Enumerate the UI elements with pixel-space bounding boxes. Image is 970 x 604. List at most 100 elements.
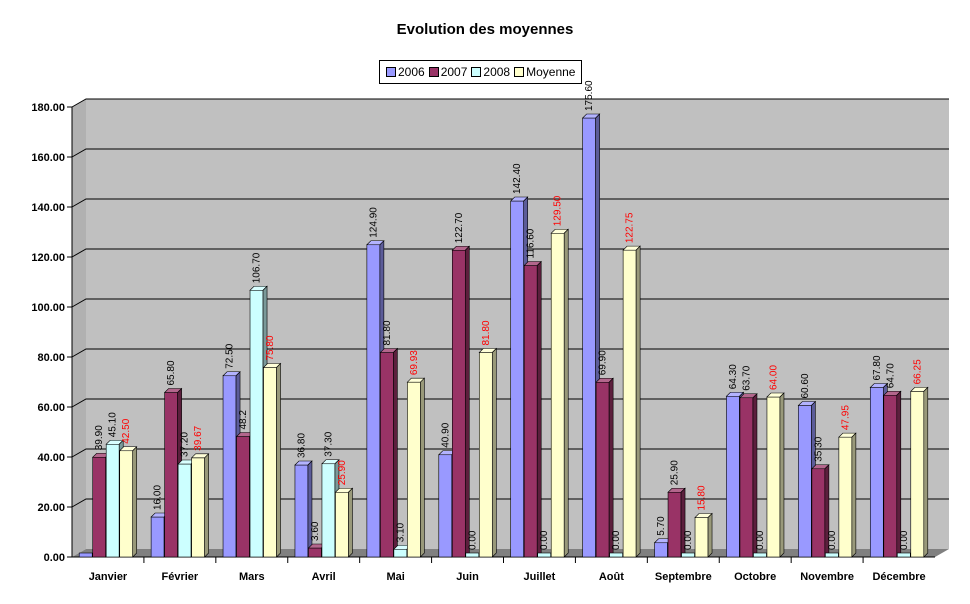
- bar-2006: [366, 244, 381, 558]
- bar-side: [491, 347, 497, 558]
- bar-2007: [380, 352, 394, 558]
- data-label: 75.80: [265, 335, 276, 360]
- bar-side: [464, 245, 470, 558]
- bar-2008: [537, 552, 552, 558]
- bar-2008: [896, 552, 911, 558]
- bar-side: [779, 392, 785, 558]
- bar-2008: [249, 289, 264, 558]
- bar-2008: [609, 552, 623, 558]
- bar-moyenne: [119, 450, 134, 558]
- bar-moyenne: [263, 367, 277, 558]
- data-label: 116.60: [526, 228, 537, 258]
- bar-2008: [393, 548, 408, 558]
- y-tick-label: 60.00: [37, 402, 65, 414]
- chart-title: Evolution des moyennes: [396, 21, 574, 38]
- data-label: 81.80: [481, 320, 492, 345]
- data-label: 64.30: [728, 364, 739, 389]
- bar-2006: [798, 405, 812, 558]
- data-label: 3.10: [395, 522, 406, 542]
- x-tick-label: Juillet: [524, 571, 556, 583]
- gridline: [71, 248, 949, 258]
- data-label: 106.70: [252, 252, 263, 283]
- gridline: [71, 298, 949, 308]
- bar-side: [851, 432, 857, 558]
- bar-2007: [92, 456, 107, 558]
- data-label: 39.90: [94, 425, 105, 450]
- bar-moyenne: [335, 491, 349, 558]
- legend-item: Moyenne: [514, 65, 575, 79]
- chart-legend: 2006 2007 2008 Moyenne: [379, 60, 583, 84]
- y-tick-label: 160.00: [31, 152, 65, 164]
- bar-moyenne: [191, 457, 205, 558]
- x-tick-label: Décembre: [872, 571, 925, 583]
- legend-label: 2008: [483, 65, 511, 79]
- data-label: 36.80: [296, 433, 307, 458]
- bar-side: [420, 377, 425, 558]
- bar-moyenne: [478, 352, 493, 558]
- bar-side: [635, 245, 641, 558]
- bar-2007: [739, 397, 754, 558]
- y-tick-label: 140.00: [31, 202, 65, 214]
- data-label: 124.90: [368, 207, 379, 238]
- legend-swatch: [428, 67, 439, 77]
- legend-label: 2007: [440, 65, 468, 79]
- x-tick-label: Août: [599, 571, 624, 583]
- bar-moyenne: [550, 232, 565, 558]
- data-label: 45.10: [108, 412, 119, 437]
- bar-moyenne: [622, 249, 637, 558]
- bar-2006: [869, 387, 884, 558]
- bar-2007: [667, 491, 682, 558]
- data-label: 64.70: [885, 363, 896, 388]
- bar-side: [348, 487, 353, 558]
- data-label: 3.60: [310, 521, 321, 541]
- bar-side: [204, 453, 209, 558]
- data-label: 63.70: [741, 365, 752, 390]
- bar-2006: [510, 200, 525, 558]
- bar-2008: [825, 552, 839, 558]
- bar-moyenne: [910, 391, 925, 558]
- bar-2006: [150, 516, 165, 558]
- data-label: 129.50: [553, 195, 564, 226]
- x-tick-label: Avril: [312, 571, 336, 583]
- data-label: 67.80: [872, 355, 883, 380]
- bar-side: [132, 446, 138, 558]
- data-label: 47.95: [840, 405, 851, 430]
- bar-side: [563, 228, 569, 558]
- legend-swatch: [471, 67, 482, 77]
- data-label: 39.67: [193, 425, 204, 450]
- data-label: 69.93: [409, 350, 420, 375]
- gridline: [71, 348, 949, 358]
- data-label: 0.00: [539, 530, 550, 550]
- data-label: 122.75: [625, 212, 636, 243]
- bar-moyenne: [694, 517, 709, 558]
- bar-2008: [465, 552, 480, 558]
- bar-2006: [654, 542, 668, 558]
- bar-side: [608, 377, 614, 558]
- gridline: [71, 98, 949, 108]
- data-label: 0.00: [755, 530, 766, 550]
- data-label: 42.50: [121, 418, 132, 443]
- data-label: 25.90: [337, 460, 348, 485]
- bar-2007: [523, 265, 538, 558]
- data-label: 16.00: [153, 485, 164, 510]
- gridline: [71, 448, 949, 458]
- data-label: 142.40: [512, 163, 523, 194]
- y-tick-label: 100.00: [31, 302, 65, 314]
- data-label: 0.00: [827, 530, 838, 550]
- bar-side: [707, 512, 713, 558]
- data-label: 0.00: [611, 530, 622, 550]
- chart-side-wall: [72, 99, 86, 557]
- x-tick-label: Novembre: [800, 571, 854, 583]
- data-label: 69.90: [598, 350, 609, 375]
- x-tick-label: Septembre: [655, 571, 712, 583]
- bar-moyenne: [407, 381, 421, 558]
- data-label: 0.00: [467, 530, 478, 550]
- data-label: 15.80: [697, 485, 708, 510]
- bar-moyenne: [838, 436, 853, 558]
- legend-item: 2006: [386, 65, 425, 79]
- data-label: 48.2: [238, 410, 249, 430]
- bar-side: [276, 362, 281, 558]
- bar-side: [536, 260, 542, 558]
- data-label: 25.90: [670, 460, 681, 485]
- legend-swatch: [386, 67, 396, 77]
